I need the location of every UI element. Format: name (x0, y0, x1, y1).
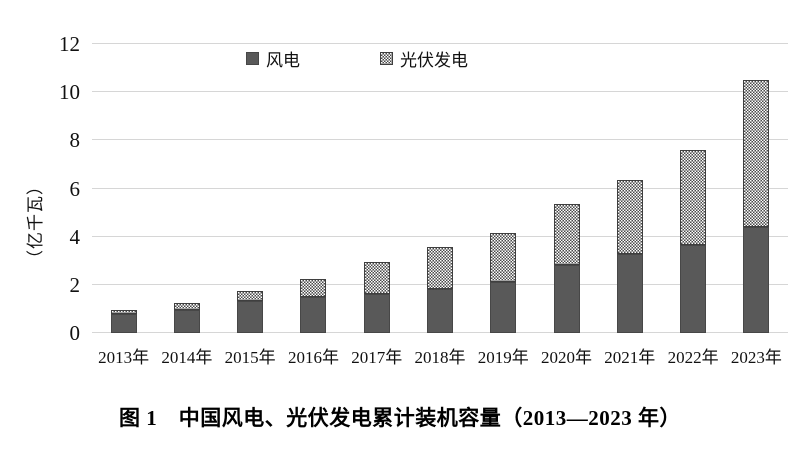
bar-segment-solar-2019年 (490, 233, 517, 283)
y-tick-label-6: 6 (69, 176, 81, 201)
x-tick-label-2019年: 2019年 (477, 348, 529, 367)
y-tick-label-4: 4 (69, 224, 81, 249)
x-tick-label-2018年: 2018年 (414, 348, 466, 367)
bar-segment-solar-2018年 (427, 246, 453, 289)
x-tick-label-2023年: 2023年 (730, 348, 782, 367)
bar-2015年 (237, 291, 264, 333)
bar-segment-wind-2016年 (300, 297, 327, 333)
bar-2014年 (173, 303, 200, 333)
y-tick-label-10: 10 (59, 80, 80, 105)
bar-segment-wind-2022年 (680, 245, 707, 333)
gridline-10 (92, 91, 788, 93)
y-tick-label-0: 0 (69, 321, 81, 345)
wind-swatch-icon (246, 52, 259, 65)
bar-2019年 (490, 233, 517, 333)
bar-segment-wind-2014年 (173, 309, 200, 333)
x-tick-label-2016年: 2016年 (287, 348, 339, 367)
bar-segment-wind-2021年 (616, 254, 643, 333)
bar-segment-solar-2017年 (363, 262, 390, 294)
bar-segment-solar-2020年 (553, 204, 580, 266)
bar-2018年 (427, 246, 453, 333)
bar-segment-wind-2018年 (427, 288, 453, 333)
gridline-6 (92, 187, 788, 189)
bar-segment-wind-2020年 (553, 265, 580, 333)
bar-segment-wind-2017年 (363, 293, 390, 333)
legend: 风电 光伏发电 (246, 46, 468, 71)
figure-caption: 图 1 中国风电、光伏发电累计装机容量（2013—2023 年） (119, 406, 681, 430)
legend-item-solar: 光伏发电 (380, 46, 468, 71)
legend-item-wind: 风电 (246, 46, 300, 71)
bar-2016年 (300, 278, 327, 333)
bar-segment-wind-2019年 (490, 282, 517, 333)
bar-2023年 (743, 80, 770, 333)
x-tick-label-2021年: 2021年 (604, 348, 656, 367)
bar-2017年 (363, 262, 390, 333)
x-tick-label-2015年: 2015年 (224, 348, 276, 367)
bar-segment-wind-2015年 (237, 301, 264, 333)
bar-segment-solar-2015年 (237, 291, 264, 302)
bar-segment-solar-2022年 (680, 150, 707, 246)
gridline-4 (92, 235, 788, 237)
y-tick-label-2: 2 (69, 272, 81, 297)
bar-segment-solar-2016年 (300, 278, 327, 298)
y-tick-label-12: 12 (59, 32, 80, 56)
bar-2022年 (680, 150, 707, 333)
solar-swatch-icon (380, 52, 393, 65)
legend-label-wind: 风电 (266, 51, 300, 70)
plot-area (92, 43, 788, 333)
x-tick-label-2017年: 2017年 (351, 348, 403, 367)
bar-segment-solar-2013年 (110, 309, 137, 315)
bar-segment-solar-2023年 (743, 80, 770, 227)
bar-2021年 (616, 180, 643, 333)
bar-segment-wind-2013年 (110, 314, 137, 333)
bar-2013年 (110, 309, 137, 333)
gridline-12 (92, 43, 788, 44)
y-tick-label-8: 8 (69, 128, 81, 153)
bar-segment-solar-2021年 (616, 180, 643, 255)
x-tick-label-2013年: 2013年 (98, 348, 150, 367)
bar-segment-wind-2023年 (743, 226, 770, 333)
legend-label-solar: 光伏发电 (400, 51, 468, 70)
bar-segment-solar-2014年 (173, 303, 200, 310)
bar-2020年 (553, 204, 580, 333)
gridline-8 (92, 139, 788, 141)
x-tick-label-2020年: 2020年 (541, 348, 593, 367)
x-tick-label-2022年: 2022年 (667, 348, 719, 367)
x-tick-label-2014年: 2014年 (161, 348, 213, 367)
